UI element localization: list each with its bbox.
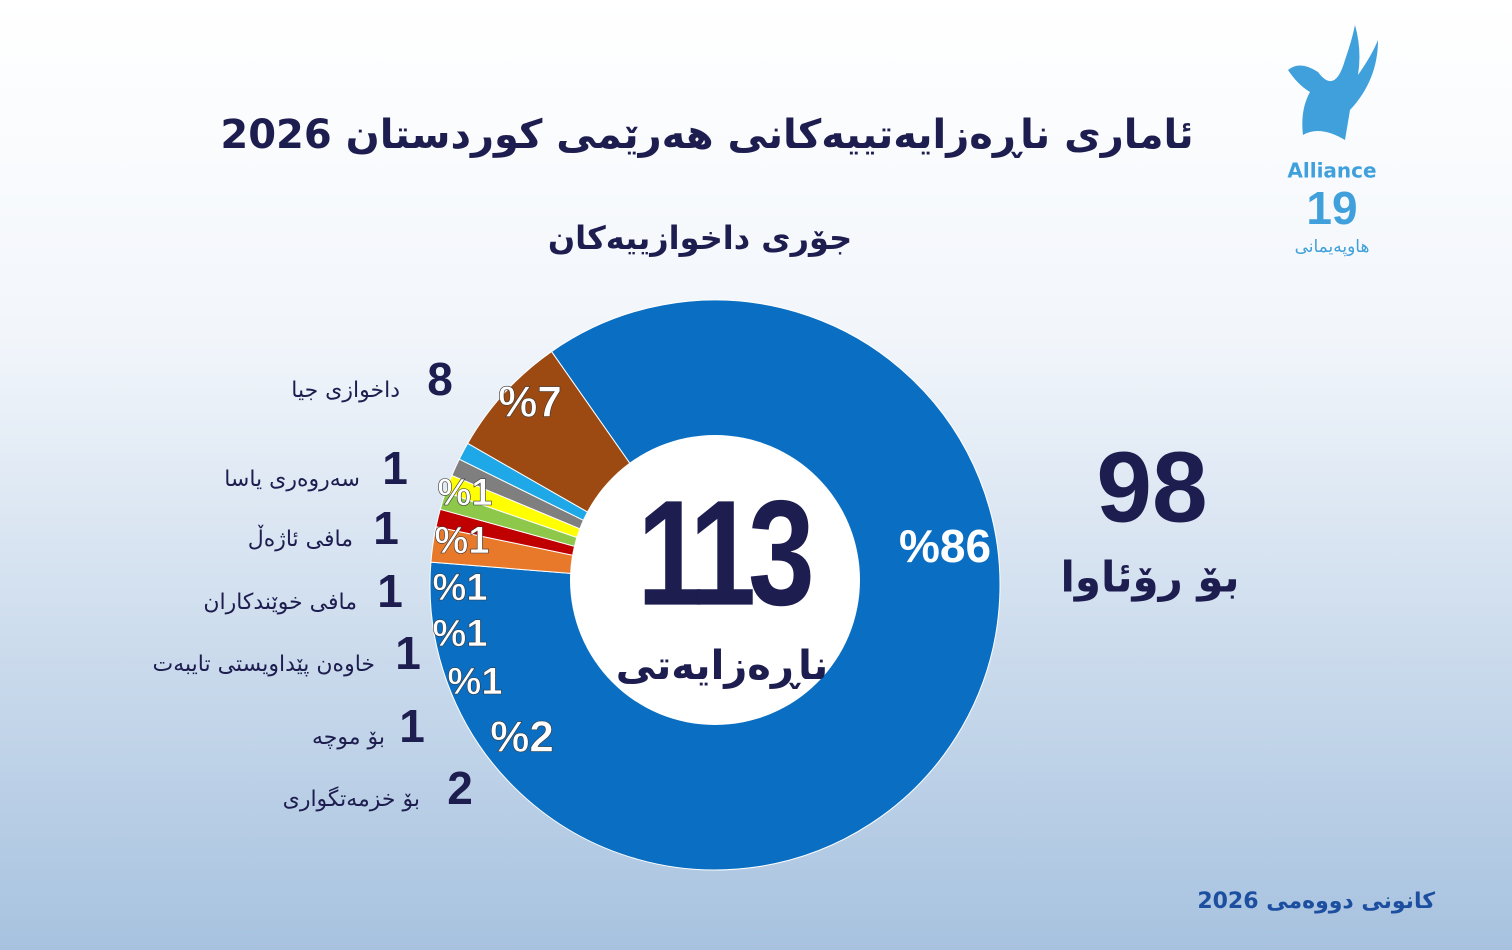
category-label: مافی خوێندکاران [203,590,357,615]
slice-label: %2 [490,713,554,762]
total-value: 113 [637,469,811,637]
slice-label: %1 [433,567,488,609]
category-label: بۆ موچە [312,725,385,750]
count: 1 [395,627,421,679]
slice-label: %86 [899,520,991,572]
category-label: مافی ئاژەڵ [248,524,353,552]
category-label: بۆ خزمەتگواری [283,786,420,812]
logo: Alliance 19 هاوپەیمانی [1287,25,1378,257]
count: 1 [399,700,425,752]
count: 2 [447,762,473,814]
count: 8 [427,353,453,405]
logo-subtitle: هاوپەیمانی [1295,237,1370,257]
logo-bird [1288,25,1378,140]
logo-number: 19 [1306,182,1357,234]
category-label: خاوەن پێداویستی تایبەت [153,652,375,677]
slice-label: %1 [435,520,490,562]
donut-hole [570,435,860,725]
category-label: بۆ رۆئاوا [1060,553,1239,603]
category-label: سەروەری یاسا [224,467,360,492]
count: 98 [1096,431,1207,543]
chart-title: ئاماری ناڕەزایەتییەکانی هەرێمی کوردستان … [220,112,1193,158]
count: 1 [373,502,399,554]
slice-label: %7 [498,378,562,427]
slice-label: %1 [448,661,503,703]
category-label: داخوازی جیا [291,378,400,403]
footer-date: کانونی دووەمی 2026 [1197,889,1435,914]
logo-name: Alliance [1287,159,1376,183]
slice-label: %1 [433,613,488,655]
total-label: ناڕەزایەتی [616,643,828,689]
count: 1 [377,565,403,617]
count: 1 [382,442,408,494]
slice-label: %1 [438,472,493,514]
chart-subtitle: جۆری داخوازییەکان [548,219,852,257]
